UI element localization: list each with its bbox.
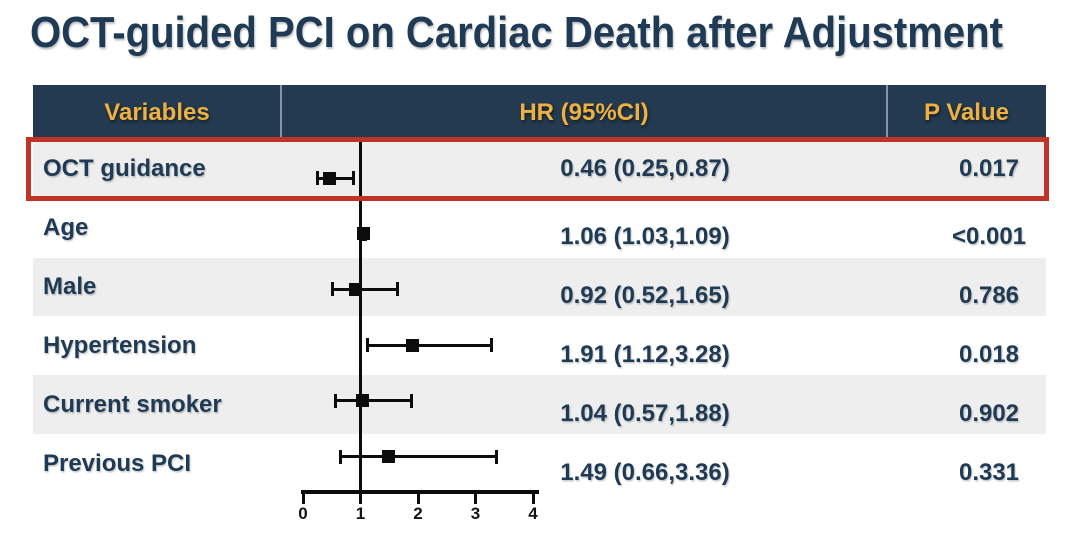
table-row: Current smoker 1.04 (0.57,1.88) 0.902: [33, 375, 1046, 435]
p-value: 0.331: [958, 458, 1020, 486]
header-column-divider: [886, 85, 888, 140]
x-axis-tick-label: 4: [528, 504, 538, 523]
p-value: 0.786: [958, 282, 1020, 310]
table-row: Age 1.06 (1.03,1.09) <0.001: [33, 198, 1046, 258]
variable-label: Previous PCI: [43, 449, 192, 477]
p-value: 0.018: [958, 340, 1020, 368]
hr-ci-value: 1.91 (1.12,3.28): [560, 340, 730, 368]
variable-label: OCT guidance: [43, 155, 206, 183]
p-value: <0.001: [951, 223, 1027, 251]
variable-label: Hypertension: [43, 331, 197, 359]
table-row: OCT guidance 0.46 (0.25,0.87) 0.017: [33, 140, 1046, 199]
variable-label: Male: [43, 273, 97, 301]
table-row: Hypertension 1.91 (1.12,3.28) 0.018: [33, 316, 1046, 376]
x-axis-tick-label: 1: [355, 504, 366, 523]
table-row: Male 0.92 (0.52,1.65) 0.786: [33, 257, 1046, 317]
hr-ci-value: 1.06 (1.03,1.09): [560, 223, 730, 251]
hr-ci-value: 0.46 (0.25,0.87): [560, 155, 730, 183]
column-header-variables: Variables: [104, 98, 210, 126]
hr-ci-value: 0.92 (0.52,1.65): [560, 282, 730, 310]
table-row: Previous PCI 1.49 (0.66,3.36) 0.331: [33, 434, 1046, 493]
x-axis-tick-label: 0: [298, 504, 308, 523]
column-header-hr: HR (95%CI): [519, 98, 649, 126]
hr-ci-value: 1.49 (0.66,3.36): [560, 458, 730, 486]
table-body: OCT guidance 0.46 (0.25,0.87) 0.017 Age 1.06…: [33, 140, 1046, 493]
p-value: 0.017: [958, 155, 1020, 183]
hr-ci-value: 1.04 (0.57,1.88): [560, 399, 730, 427]
variable-label: Current smoker: [43, 390, 222, 418]
p-value: 0.902: [958, 399, 1020, 427]
table-header: Variables HR (95%CI) P Value: [33, 85, 1046, 140]
x-axis-tick-label: 3: [470, 504, 481, 523]
variable-label: Age: [43, 214, 89, 242]
x-axis-tick-label: 2: [413, 504, 423, 523]
column-header-pvalue: P Value: [924, 98, 1009, 126]
header-column-divider: [280, 85, 282, 140]
page-title: OCT-guided PCI on Cardiac Death after Ad…: [30, 8, 1003, 57]
